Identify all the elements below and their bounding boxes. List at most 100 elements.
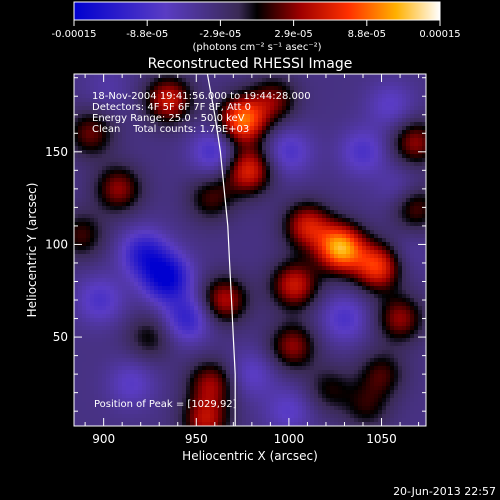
- heatmap-cell: [286, 90, 290, 94]
- heatmap-cell: [150, 142, 154, 146]
- heatmap-cell: [238, 138, 242, 142]
- heatmap-cell: [354, 98, 358, 102]
- heatmap-cell: [326, 290, 330, 294]
- heatmap-cell: [354, 242, 358, 246]
- heatmap-cell: [246, 226, 250, 230]
- heatmap-cell: [318, 242, 322, 246]
- heatmap-cell: [270, 142, 274, 146]
- heatmap-cell: [74, 158, 78, 162]
- heatmap-cell: [302, 246, 306, 250]
- heatmap-cell: [202, 182, 206, 186]
- heatmap-cell: [314, 226, 318, 230]
- heatmap-cell: [258, 222, 262, 226]
- heatmap-cell: [378, 102, 382, 106]
- heatmap-cell: [262, 106, 266, 110]
- heatmap-cell: [254, 106, 258, 110]
- heatmap-cell: [258, 174, 262, 178]
- heatmap-cell: [282, 226, 286, 230]
- heatmap-cell: [322, 142, 326, 146]
- heatmap-cell: [394, 182, 398, 186]
- heatmap-cell: [334, 206, 338, 210]
- heatmap-cell: [230, 190, 234, 194]
- heatmap-cell: [238, 98, 242, 102]
- heatmap-cell: [214, 218, 218, 222]
- heatmap-cell: [206, 170, 210, 174]
- heatmap-cell: [118, 106, 122, 110]
- heatmap-cell: [190, 106, 194, 110]
- heatmap-cell: [226, 154, 230, 158]
- heatmap-cell: [102, 270, 106, 274]
- heatmap-cell: [138, 254, 142, 258]
- heatmap-cell: [86, 298, 90, 302]
- heatmap-cell: [410, 226, 414, 230]
- heatmap-cell: [194, 98, 198, 102]
- heatmap-cell: [254, 142, 258, 146]
- heatmap-cell: [118, 186, 122, 190]
- heatmap-cell: [246, 250, 250, 254]
- heatmap-cell: [410, 170, 414, 174]
- heatmap-cell: [158, 246, 162, 250]
- heatmap-cell: [406, 274, 410, 278]
- heatmap-cell: [258, 258, 262, 262]
- heatmap-cell: [162, 294, 166, 298]
- heatmap-cell: [330, 90, 334, 94]
- heatmap-cell: [362, 250, 366, 254]
- heatmap-cell: [222, 206, 226, 210]
- heatmap-cell: [390, 166, 394, 170]
- heatmap-cell: [166, 102, 170, 106]
- heatmap-cell: [358, 266, 362, 270]
- heatmap-cell: [402, 286, 406, 290]
- heatmap-cell: [254, 238, 258, 242]
- heatmap-cell: [282, 158, 286, 162]
- heatmap-cell: [226, 90, 230, 94]
- heatmap-cell: [410, 274, 414, 278]
- heatmap-cell: [302, 258, 306, 262]
- heatmap-cell: [210, 278, 214, 282]
- heatmap-cell: [162, 74, 166, 78]
- heatmap-cell: [310, 102, 314, 106]
- heatmap-cell: [358, 126, 362, 130]
- heatmap-cell: [414, 170, 418, 174]
- heatmap-cell: [134, 138, 138, 142]
- heatmap-cell: [246, 158, 250, 162]
- heatmap-cell: [278, 90, 282, 94]
- heatmap-cell: [298, 190, 302, 194]
- heatmap-cell: [138, 206, 142, 210]
- heatmap-cell: [134, 298, 138, 302]
- heatmap-cell: [418, 106, 422, 110]
- heatmap-cell: [110, 154, 114, 158]
- heatmap-cell: [246, 126, 250, 130]
- heatmap-cell: [370, 98, 374, 102]
- heatmap-cell: [402, 282, 406, 286]
- heatmap-cell: [270, 126, 274, 130]
- heatmap-cell: [402, 82, 406, 86]
- heatmap-cell: [334, 270, 338, 274]
- heatmap-cell: [198, 162, 202, 166]
- heatmap-cell: [146, 238, 150, 242]
- heatmap-cell: [210, 154, 214, 158]
- heatmap-cell: [78, 218, 82, 222]
- heatmap-cell: [422, 142, 426, 146]
- heatmap-cell: [378, 206, 382, 210]
- heatmap-cell: [110, 134, 114, 138]
- heatmap-cell: [174, 90, 178, 94]
- heatmap-cell: [194, 90, 198, 94]
- heatmap-cell: [374, 266, 378, 270]
- heatmap-cell: [378, 126, 382, 130]
- heatmap-cell: [242, 178, 246, 182]
- heatmap-cell: [326, 206, 330, 210]
- heatmap-cell: [330, 242, 334, 246]
- heatmap-cell: [250, 194, 254, 198]
- heatmap-cell: [110, 270, 114, 274]
- heatmap-cell: [222, 198, 226, 202]
- heatmap-cell: [310, 194, 314, 198]
- heatmap-cell: [278, 126, 282, 130]
- heatmap-cell: [234, 74, 238, 78]
- heatmap-cell: [138, 278, 142, 282]
- heatmap-cell: [366, 90, 370, 94]
- heatmap-cell: [198, 286, 202, 290]
- heatmap-cell: [354, 150, 358, 154]
- heatmap-cell: [314, 194, 318, 198]
- heatmap-cell: [214, 130, 218, 134]
- heatmap-cell: [102, 138, 106, 142]
